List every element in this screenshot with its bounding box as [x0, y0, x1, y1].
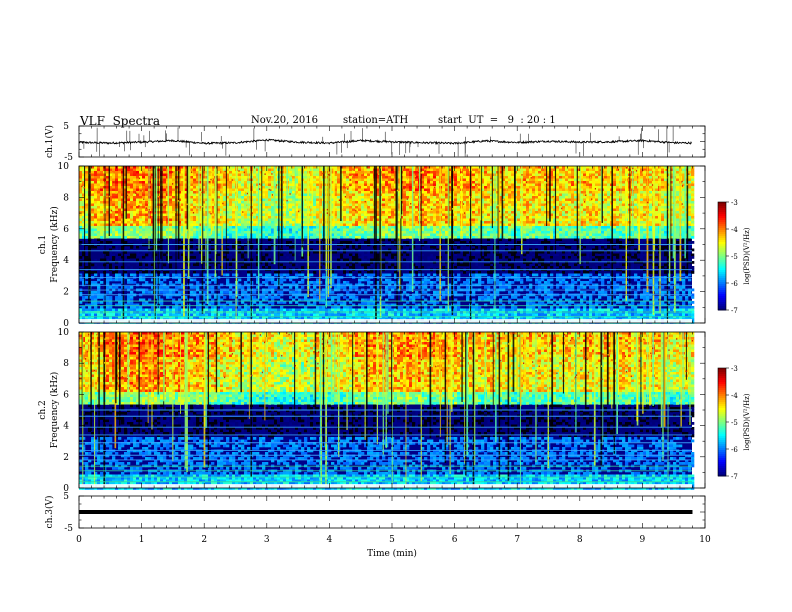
x-tick-label: 2: [201, 535, 207, 545]
frequency-axis-label: Frequency (kHz): [49, 206, 60, 283]
x-tick-label: 4: [327, 535, 333, 545]
y-tick-label: 8: [63, 359, 69, 369]
figure-title: VLF Spectra: [80, 114, 160, 128]
colorbar-tick-label: -7: [731, 307, 738, 315]
x-tick-label: 1: [139, 535, 145, 545]
y-tick-label: 5: [63, 122, 69, 132]
x-tick-label: 8: [577, 535, 583, 545]
y-tick-label: -5: [64, 524, 73, 534]
low-frequency-gap: [79, 484, 692, 488]
start-ut-label: start UT = 9 : 20 : 1: [438, 115, 556, 126]
colorbar-tick-label: -4: [731, 392, 738, 400]
channel-label: ch.1: [38, 235, 48, 254]
x-tick-label: 7: [514, 535, 520, 545]
colorbar-tick-label: -5: [731, 419, 738, 427]
x-tick-label: 6: [452, 535, 458, 545]
colorbar-tick-label: -6: [731, 446, 738, 454]
ch1-spectrogram-heatmap: [79, 166, 695, 324]
colorbar-tick-label: -7: [731, 473, 738, 481]
date-label: Nov.20, 2016: [251, 115, 318, 126]
frequency-axis-label: Frequency (kHz): [49, 372, 60, 449]
colorbar: [717, 367, 729, 477]
ch3-ylabel: ch.3(V): [44, 496, 55, 529]
x-tick-label: 10: [699, 535, 711, 545]
ch1-ylabel: ch.1(V): [44, 125, 55, 158]
colorbar-label: log(PSD)(V²/Hz): [743, 393, 751, 450]
y-tick-label: 2: [63, 288, 69, 298]
x-tick-label: 5: [389, 535, 395, 545]
low-frequency-gap: [79, 319, 692, 323]
colorbar-tick-label: -4: [731, 226, 738, 234]
y-tick-label: 10: [58, 162, 70, 172]
y-tick-label: 10: [58, 328, 70, 338]
y-tick-label: -5: [64, 153, 73, 163]
y-tick-label: 4: [63, 422, 69, 432]
y-tick-label: 8: [63, 193, 69, 203]
colorbar: [717, 201, 729, 311]
x-tick-label: 3: [264, 535, 270, 545]
y-tick-label: 5: [63, 492, 69, 502]
colorbar-label: log(PSD)(V²/Hz): [743, 227, 751, 284]
ch2-spectrogram-heatmap: [79, 332, 695, 490]
colorbar-tick-label: -3: [731, 365, 738, 373]
y-tick-label: 0: [63, 484, 69, 494]
station-label: station=ATH: [343, 115, 408, 126]
y-tick-label: 0: [63, 319, 69, 329]
colorbar-tick-label: -5: [731, 253, 738, 261]
ch1-waveform-spikes: [83, 126, 674, 157]
y-tick-label: 6: [63, 390, 69, 400]
colorbar-tick-label: -3: [731, 199, 738, 207]
y-tick-label: 4: [63, 256, 69, 266]
y-tick-label: 2: [63, 453, 69, 463]
x-tick-label: 9: [640, 535, 646, 545]
colorbar-tick-label: -6: [731, 280, 738, 288]
y-tick-label: 6: [63, 225, 69, 235]
x-tick-label: 0: [76, 535, 82, 545]
channel-label: ch.2: [38, 400, 48, 419]
x-axis-label: Time (min): [367, 548, 417, 559]
